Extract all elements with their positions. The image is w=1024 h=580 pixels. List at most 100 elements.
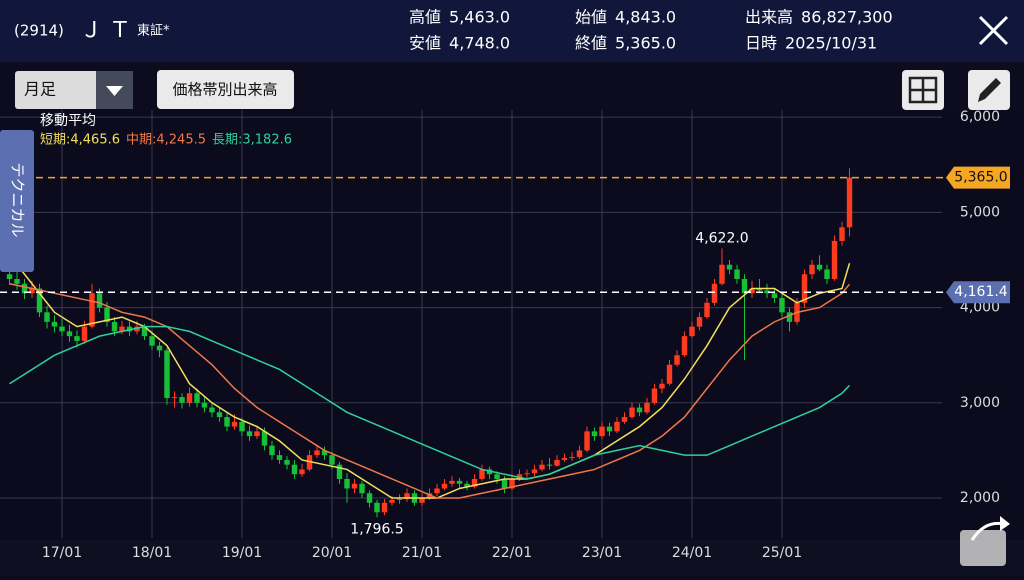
candle-body [81,326,88,341]
price-tag-label: 4,161.4 [954,284,1008,300]
candle-body [449,480,455,484]
close-button[interactable] [978,15,1009,46]
candle-body [629,407,635,418]
period-select[interactable]: 月足 [15,71,133,109]
candle-body [336,464,343,479]
extreme-label: 1,796.5 [350,521,403,537]
volume-button-label: 価格帯別出来高 [172,81,277,99]
quote-value: 2025/10/31 [785,34,877,53]
candle-body [104,307,110,322]
quote-value: 5,365.0 [615,34,676,53]
candle-body [21,283,28,294]
x-tick-label: 23/01 [582,545,622,561]
quote-label: 安値 [409,34,441,53]
candle-body [134,326,140,332]
candle-body [554,459,560,466]
volume-button[interactable]: 価格帯別出来高 [157,70,294,109]
candle-body [66,331,73,337]
candle-body [6,274,13,280]
y-tick-label: 3,000 [960,395,1000,411]
candle-body [471,478,478,487]
candle-body [119,326,125,332]
candle-body [366,493,373,503]
candle-body [434,488,440,494]
layout-button[interactable] [902,70,944,110]
x-tick-label: 21/01 [402,545,442,561]
quote-label: 出来高 [745,8,793,27]
price-tag-label: 5,365.0 [954,170,1007,186]
candle-body [59,326,65,332]
candle-body [14,279,20,284]
draw-button[interactable] [968,70,1010,110]
candle-body [171,397,178,399]
candle-body [696,317,703,327]
candle-body [419,498,425,503]
x-tick-label: 20/01 [312,545,352,561]
candle-body [261,431,268,446]
candle-body [321,450,328,456]
period-label: 月足 [24,80,56,99]
rotate-button[interactable] [960,516,1010,566]
candle-body [126,326,133,332]
price-tag [946,281,1010,304]
candle-body [651,388,658,403]
legend-title: 移動平均 [40,113,96,129]
candle-body [201,402,208,408]
x-tick-label: 19/01 [222,545,262,561]
candle-body [299,469,305,475]
ma-line [9,325,851,480]
candle-body [156,345,163,351]
candle-body [441,483,448,489]
quote-value: 86,827,300 [801,8,893,27]
quote-value: 4,843.0 [615,8,676,27]
legend-entry: 短期:4,465.6 [40,133,120,148]
candle-body [404,493,410,499]
candle-body [614,421,620,432]
candle-body [464,483,470,487]
candle-body [344,478,350,489]
quote-label: 終値 [575,34,607,53]
candle-body [621,417,628,422]
stock-code: (2914) [14,22,64,40]
candle-body [284,459,290,465]
y-tick-label: 6,000 [960,109,1000,125]
candle-body [569,457,575,459]
candle-body [494,474,500,479]
candle-body [486,469,493,475]
candle-body [516,474,523,479]
x-tick-label: 25/01 [762,545,802,561]
candle-body [764,290,770,294]
candle-body [734,269,740,280]
candle-body [209,407,215,413]
candle-body [659,383,665,389]
candle-body [51,321,58,327]
candle-body [351,483,358,489]
candle-body [771,293,778,299]
technical-tab[interactable]: テクニカル [0,130,34,272]
candle-body [111,321,118,332]
x-axis-band [0,540,1024,576]
stock-name: Ｊ Ｔ [80,18,131,43]
candle-body [276,455,283,460]
candle-body [839,227,845,241]
candle-body [389,499,395,503]
candle-body [756,288,763,291]
candle-body [456,480,463,484]
candle-body [479,469,485,479]
candle-body [584,431,590,451]
market: 東証* [137,23,170,39]
candle-body [591,431,598,437]
candle-body [246,431,253,437]
candle-body [749,288,755,294]
candle-body [561,458,568,460]
legend-entry: 中期:4,245.5 [126,133,206,148]
candle-body [719,264,725,284]
quote-label: 高値 [409,8,441,27]
candle-body [329,455,335,465]
candle-body [239,421,245,432]
candle-body [359,483,365,494]
y-tick-label: 4,000 [960,300,1000,316]
candle-body [306,455,313,470]
y-tick-label: 2,000 [960,490,1000,506]
